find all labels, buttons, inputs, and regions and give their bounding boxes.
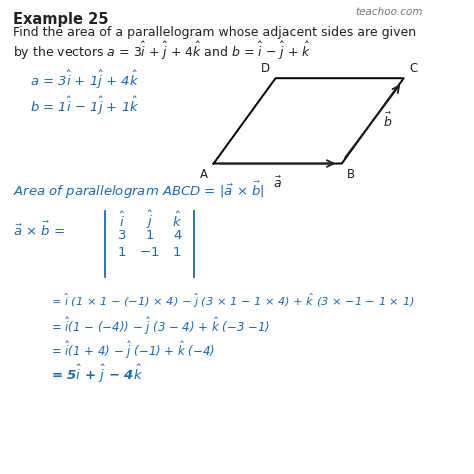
Text: = $\hat{i}$(1 + 4) − $\hat{j}$ (−1) + $\hat{k}$ (−4): = $\hat{i}$(1 + 4) − $\hat{j}$ (−1) + $\… <box>51 339 216 361</box>
Text: $\vec{a}$: $\vec{a}$ <box>273 175 283 191</box>
Text: by the vectors $a$ = 3$\hat{i}$ + $\hat{j}$ + 4$\hat{k}$ and $b$ = $\hat{i}$ − $: by the vectors $a$ = 3$\hat{i}$ + $\hat{… <box>13 40 311 63</box>
Text: 1: 1 <box>173 246 182 259</box>
Text: = 5$\hat{i}$ + $\hat{j}$ − 4$\hat{k}$: = 5$\hat{i}$ + $\hat{j}$ − 4$\hat{k}$ <box>51 363 144 385</box>
Text: teachoo.com: teachoo.com <box>356 7 423 17</box>
Text: $\hat{j}$: $\hat{j}$ <box>146 210 153 231</box>
Text: $\vec{a}$ × $\vec{b}$ =: $\vec{a}$ × $\vec{b}$ = <box>13 220 65 239</box>
Text: $\vec{b}$: $\vec{b}$ <box>383 112 393 130</box>
Text: D: D <box>261 62 270 75</box>
Text: 1: 1 <box>145 229 154 242</box>
Text: $-$1: $-$1 <box>139 246 160 259</box>
Text: 4: 4 <box>173 229 182 242</box>
Text: B: B <box>347 168 356 182</box>
Text: $\hat{k}$: $\hat{k}$ <box>172 211 182 230</box>
Text: Example 25: Example 25 <box>13 12 109 27</box>
Text: Find the area of a parallelogram whose adjacent sides are given: Find the area of a parallelogram whose a… <box>13 26 416 39</box>
Text: $a$ = 3$\hat{i}$ + 1$\hat{j}$ + 4$\hat{k}$: $a$ = 3$\hat{i}$ + 1$\hat{j}$ + 4$\hat{k… <box>30 69 139 91</box>
Text: A: A <box>200 168 208 182</box>
Text: 3: 3 <box>118 229 126 242</box>
Text: C: C <box>409 62 418 75</box>
Text: $b$ = 1$\hat{i}$ − 1$\hat{j}$ + 1$\hat{k}$: $b$ = 1$\hat{i}$ − 1$\hat{j}$ + 1$\hat{k… <box>30 95 140 117</box>
Text: = $\hat{i}$(1 − (−4)) − $\hat{j}$ (3 − 4) + $\hat{k}$ (−3 −1): = $\hat{i}$(1 − (−4)) − $\hat{j}$ (3 − 4… <box>51 315 271 337</box>
Text: = $\hat{i}$ (1 × 1 − (−1) × 4) − $\hat{j}$ (3 × 1 − 1 × 4) + $\hat{k}$ (3 × −1 −: = $\hat{i}$ (1 × 1 − (−1) × 4) − $\hat{j… <box>51 292 415 310</box>
Text: 1: 1 <box>118 246 126 259</box>
Text: Area of parallelogram ABCD = $|\vec{a}$ × $\vec{b}|$: Area of parallelogram ABCD = $|\vec{a}$ … <box>13 180 264 201</box>
Text: $\hat{i}$: $\hat{i}$ <box>118 211 125 230</box>
